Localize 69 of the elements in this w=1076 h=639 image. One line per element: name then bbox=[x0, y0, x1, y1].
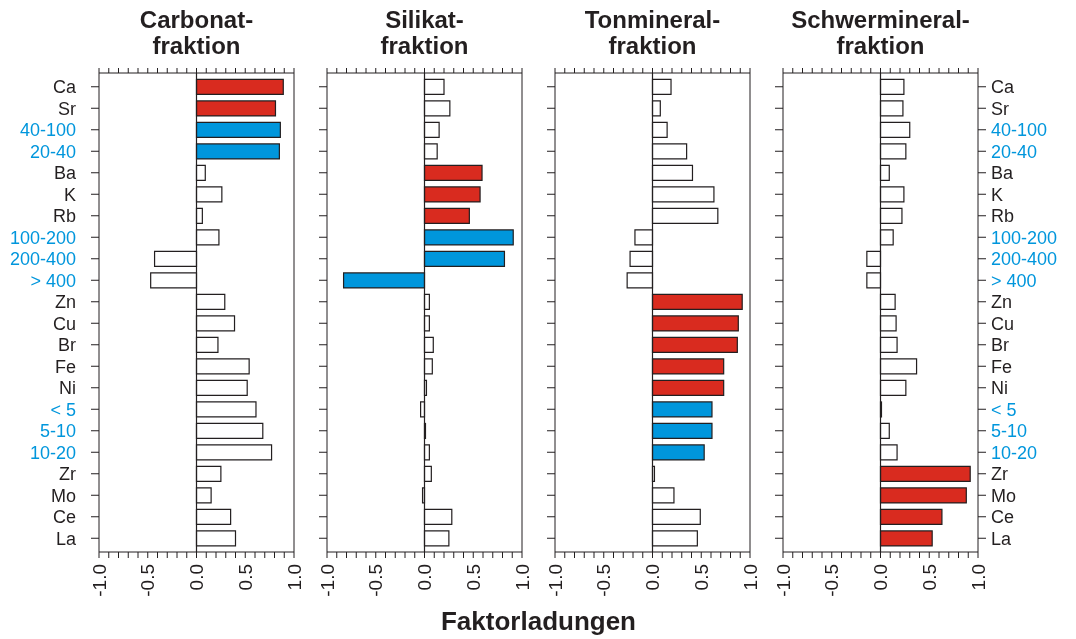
y-tick-label: 10-20 bbox=[991, 442, 1038, 463]
y-tick-label: La bbox=[991, 528, 1013, 549]
y-tick-label: Sr bbox=[991, 98, 1010, 119]
x-tick-label: -0.5 bbox=[365, 564, 387, 597]
y-tick-label: Ni bbox=[59, 378, 76, 399]
y-tick-label: 100-200 bbox=[991, 227, 1058, 248]
x-tick-label: -1.0 bbox=[544, 564, 566, 597]
y-tick-label: Rb bbox=[991, 206, 1015, 227]
x-tick-label: 1.0 bbox=[739, 564, 761, 591]
y-tick-label: 100-200 bbox=[9, 227, 76, 248]
y-tick-label: 40-100 bbox=[19, 120, 76, 141]
x-tick-label: 0.5 bbox=[690, 564, 712, 591]
y-tick-label: 5-10 bbox=[991, 421, 1028, 442]
y-tick-label: 20-40 bbox=[29, 141, 76, 162]
y-tick-label: Zr bbox=[59, 464, 76, 485]
y-tick-label: Zr bbox=[991, 464, 1008, 485]
y-tick-label: < 5 bbox=[50, 399, 76, 420]
x-tick-label: 0.5 bbox=[234, 564, 256, 591]
y-tick-label: Ce bbox=[991, 507, 1015, 528]
chart-title: Tonmineral- fraktion bbox=[583, 6, 722, 59]
x-tick-label: 1.0 bbox=[511, 564, 533, 591]
y-tick-label: 200-400 bbox=[991, 249, 1058, 270]
y-tick-label: Cu bbox=[52, 313, 76, 334]
y-tick-label: K bbox=[63, 184, 76, 205]
x-tick-label: 0.5 bbox=[918, 564, 940, 591]
x-tick-label: -1.0 bbox=[772, 564, 794, 597]
chart-title: Silikat- fraktion bbox=[379, 6, 470, 59]
y-tick-label: Rb bbox=[52, 206, 76, 227]
x-tick-label: -1.0 bbox=[88, 564, 110, 597]
y-tick-label: Fe bbox=[991, 356, 1013, 377]
x-tick-label: 1.0 bbox=[283, 564, 305, 591]
x-tick-label: 0.5 bbox=[462, 564, 484, 591]
y-tick-label: < 5 bbox=[991, 399, 1017, 420]
x-tick-label: -0.5 bbox=[593, 564, 615, 597]
y-tick-label: Ba bbox=[53, 163, 77, 184]
y-tick-label: 200-400 bbox=[9, 249, 76, 270]
x-tick-label: -0.5 bbox=[137, 564, 159, 597]
y-tick-label: La bbox=[55, 528, 77, 549]
y-tick-label: Ce bbox=[52, 507, 76, 528]
x-tick-label: 1.0 bbox=[967, 564, 989, 591]
x-tick-label: -1.0 bbox=[316, 564, 338, 597]
y-tick-label: Ba bbox=[991, 163, 1015, 184]
y-tick-label: Sr bbox=[58, 98, 77, 119]
y-tick-label: Cu bbox=[991, 313, 1015, 334]
y-tick-label: Mo bbox=[50, 485, 76, 506]
y-tick-label: Ca bbox=[991, 77, 1015, 98]
chart-title: Carbonat- fraktion bbox=[138, 6, 255, 59]
y-tick-label: Zn bbox=[54, 292, 76, 313]
y-tick-label: K bbox=[991, 184, 1004, 205]
y-tick-label: Ni bbox=[991, 378, 1008, 399]
y-tick-label: 20-40 bbox=[991, 141, 1038, 162]
y-tick-label: 5-10 bbox=[39, 421, 76, 442]
y-tick-label: Ca bbox=[52, 77, 77, 98]
x-tick-label: 0.0 bbox=[642, 564, 664, 591]
y-tick-label: Br bbox=[991, 335, 1010, 356]
x-axis-title: Faktorladungen bbox=[440, 606, 637, 636]
x-tick-label: 0.0 bbox=[414, 564, 436, 591]
y-tick-label: Zn bbox=[991, 292, 1013, 313]
x-tick-label: 0.0 bbox=[186, 564, 208, 591]
y-tick-label: Fe bbox=[54, 356, 76, 377]
y-tick-label: 40-100 bbox=[991, 120, 1048, 141]
x-tick-label: 0.0 bbox=[870, 564, 892, 591]
y-tick-label: Br bbox=[58, 335, 77, 356]
y-tick-label: > 400 bbox=[30, 270, 76, 291]
x-tick-label: -0.5 bbox=[821, 564, 843, 597]
y-tick-label: 10-20 bbox=[29, 442, 76, 463]
y-tick-label: Mo bbox=[991, 485, 1017, 506]
chart-title: Schwermineral- fraktion bbox=[790, 6, 971, 59]
y-tick-label: > 400 bbox=[991, 270, 1037, 291]
